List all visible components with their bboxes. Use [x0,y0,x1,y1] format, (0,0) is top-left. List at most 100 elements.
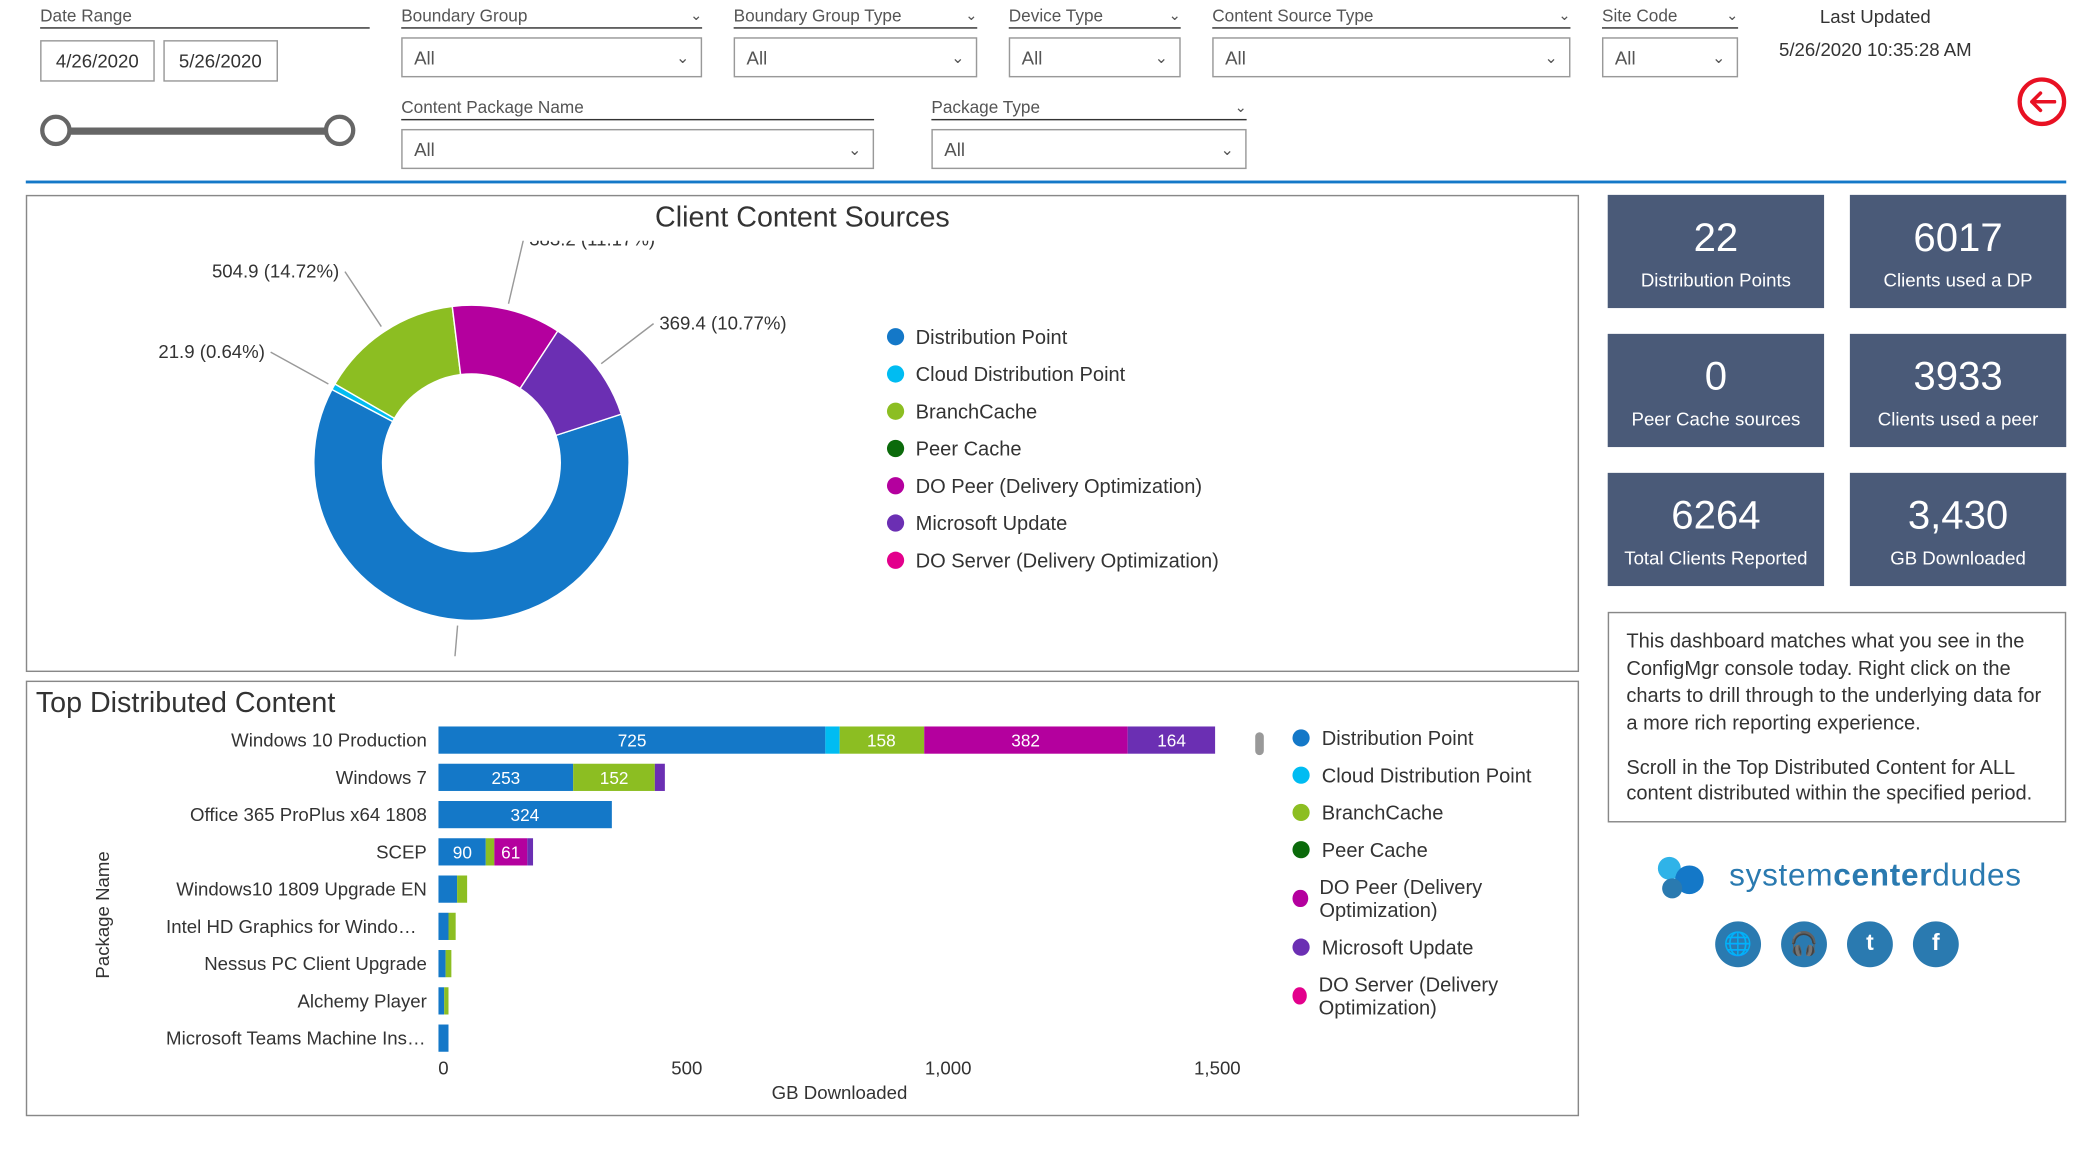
bar-segment: 164 [1128,726,1216,753]
legend-dot-icon [1293,729,1310,746]
bar-xaxis-label: GB Downloaded [438,1082,1240,1103]
legend-label: Peer Cache [916,437,1022,460]
legend-item[interactable]: Peer Cache [887,437,1219,460]
legend-label: DO Server (Delivery Optimization) [916,549,1219,572]
legend-item[interactable]: DO Peer (Delivery Optimization) [1293,876,1566,922]
bar-category: Alchemy Player [166,990,438,1011]
globe-icon[interactable]: 🌐 [1715,922,1761,968]
bar-category: Microsoft Teams Machine Inst… [166,1027,438,1048]
bar-row[interactable]: Microsoft Teams Machine Inst… [166,1025,1255,1052]
chevron-down-icon[interactable]: ⌄ [690,8,702,24]
date-from-input[interactable]: 4/26/2020 [40,40,154,82]
bar-row[interactable]: Nessus PC Client Upgrade [166,950,1255,977]
scrollbar-thumb[interactable] [1255,732,1264,755]
legend-item[interactable]: Cloud Distribution Point [887,363,1219,386]
site-code-select[interactable]: All⌄ [1602,37,1738,77]
package-type-filter: Package Type⌄ All⌄ [931,97,1246,169]
device-type-label: Device Type [1009,6,1103,26]
twitter-icon[interactable]: t [1847,922,1893,968]
bar-segment: 324 [438,801,611,828]
kpi-value: 3933 [1858,354,2057,400]
kpi-value: 0 [1616,354,1815,400]
legend-label: Cloud Distribution Point [916,363,1126,386]
boundary-group-select[interactable]: All⌄ [401,37,702,77]
content-package-name-select[interactable]: All⌄ [401,129,874,169]
bar-segment: 253 [438,764,573,791]
legend-item[interactable]: DO Server (Delivery Optimization) [887,549,1219,572]
kpi-card[interactable]: 6017Clients used a DP [1850,195,2066,308]
legend-item[interactable]: BranchCache [1293,801,1566,824]
package-type-select[interactable]: All⌄ [931,129,1246,169]
bar-segment [438,950,446,977]
bar-legend: Distribution Point Cloud Distribution Poi… [1264,726,1566,1103]
legend-dot-icon [887,514,904,531]
bar-category: Windows10 1809 Upgrade EN [166,878,438,899]
bar-segment [438,913,449,940]
bar-segment [527,838,532,865]
bar-yaxis-label: Package Name [92,851,113,978]
legend-item[interactable]: Distribution Point [1293,726,1566,749]
bar-row[interactable]: Intel HD Graphics for Window… [166,913,1255,940]
bar-category: SCEP [166,841,438,862]
date-range-filter: Date Range 4/26/2020 5/26/2020 [40,6,370,154]
kpi-card[interactable]: 6264Total Clients Reported [1608,473,1824,586]
bar-segment [438,876,457,903]
facebook-icon[interactable]: f [1913,922,1959,968]
legend-item[interactable]: DO Peer (Delivery Optimization) [887,474,1219,497]
last-updated-timestamp: 5/26/2020 10:35:28 AM [1779,39,1972,60]
content-source-type-filter: Content Source Type ⌄ All⌄ [1212,6,1570,78]
top-distributed-content-panel: Top Distributed Content Package Name Win… [26,681,1579,1117]
legend-item[interactable]: Distribution Point [887,325,1219,348]
bar-segment [457,876,468,903]
bar-category: Intel HD Graphics for Window… [166,916,438,937]
legend-dot-icon [1293,841,1310,858]
chevron-down-icon[interactable]: ⌄ [1726,8,1738,24]
info-text-2: Scroll in the Top Distributed Content fo… [1626,753,2047,807]
bar-row[interactable]: Alchemy Player [166,987,1255,1014]
bar-row[interactable]: Office 365 ProPlus x64 1808324 [166,801,1255,828]
chevron-down-icon[interactable]: ⌄ [1558,8,1570,24]
bar-row[interactable]: SCEP9061 [166,838,1255,865]
content-source-type-select[interactable]: All⌄ [1212,37,1570,77]
bar-chart[interactable]: Windows 10 Production725158382164 Windows… [166,726,1255,1051]
legend-label: Cloud Distribution Point [1322,764,1532,787]
boundary-group-filter: Boundary Group⌄ All⌄ [401,6,702,78]
legend-dot-icon [887,477,904,494]
bar-xaxis: 05001,0001,500 [438,1052,1240,1079]
back-button[interactable] [2018,77,2067,126]
legend-item[interactable]: Microsoft Update [1293,936,1566,959]
legend-label: Microsoft Update [1322,936,1474,959]
legend-item[interactable]: BranchCache [887,400,1219,423]
date-slider[interactable] [40,110,355,153]
legend-item[interactable]: Cloud Distribution Point [1293,764,1566,787]
chevron-down-icon[interactable]: ⌄ [1169,8,1181,24]
bar-row[interactable]: Windows10 1809 Upgrade EN [166,876,1255,903]
support-icon[interactable]: 🎧 [1781,922,1827,968]
bar-row[interactable]: Windows 10 Production725158382164 [166,726,1255,753]
donut-chart[interactable]: 2150.8 (62.7%)21.9 (0.64%)504.9 (14.72%)… [42,241,816,657]
legend-item[interactable]: DO Server (Delivery Optimization) [1293,973,1566,1019]
svg-text:369.4 (10.77%): 369.4 (10.77%) [659,312,786,333]
chevron-down-icon[interactable]: ⌄ [965,8,977,24]
brand-logo[interactable]: systemcenterdudes 🌐 🎧 t f [1608,855,2067,968]
kpi-value: 22 [1616,215,1815,261]
bar-row[interactable]: Windows 7253152 [166,764,1255,791]
bar-segment [449,913,455,940]
device-type-select[interactable]: All⌄ [1009,37,1181,77]
bar-segment [446,950,451,977]
boundary-group-type-select[interactable]: All⌄ [734,37,978,77]
legend-item[interactable]: Microsoft Update [887,512,1219,535]
kpi-card[interactable]: 22Distribution Points [1608,195,1824,308]
info-box: This dashboard matches what you see in t… [1608,612,2067,823]
kpi-card[interactable]: 3,430GB Downloaded [1850,473,2066,586]
content-source-type-label: Content Source Type [1212,6,1373,26]
kpi-card[interactable]: 3933Clients used a peer [1850,334,2066,447]
chevron-down-icon[interactable]: ⌄ [1235,100,1247,116]
kpi-card[interactable]: 0Peer Cache sources [1608,334,1824,447]
legend-item[interactable]: Peer Cache [1293,838,1566,861]
legend-dot-icon [1293,890,1308,907]
bar-title: Top Distributed Content [27,682,1577,721]
boundary-group-type-label: Boundary Group Type [734,6,902,26]
donut-title: Client Content Sources [27,196,1577,235]
date-to-input[interactable]: 5/26/2020 [163,40,277,82]
